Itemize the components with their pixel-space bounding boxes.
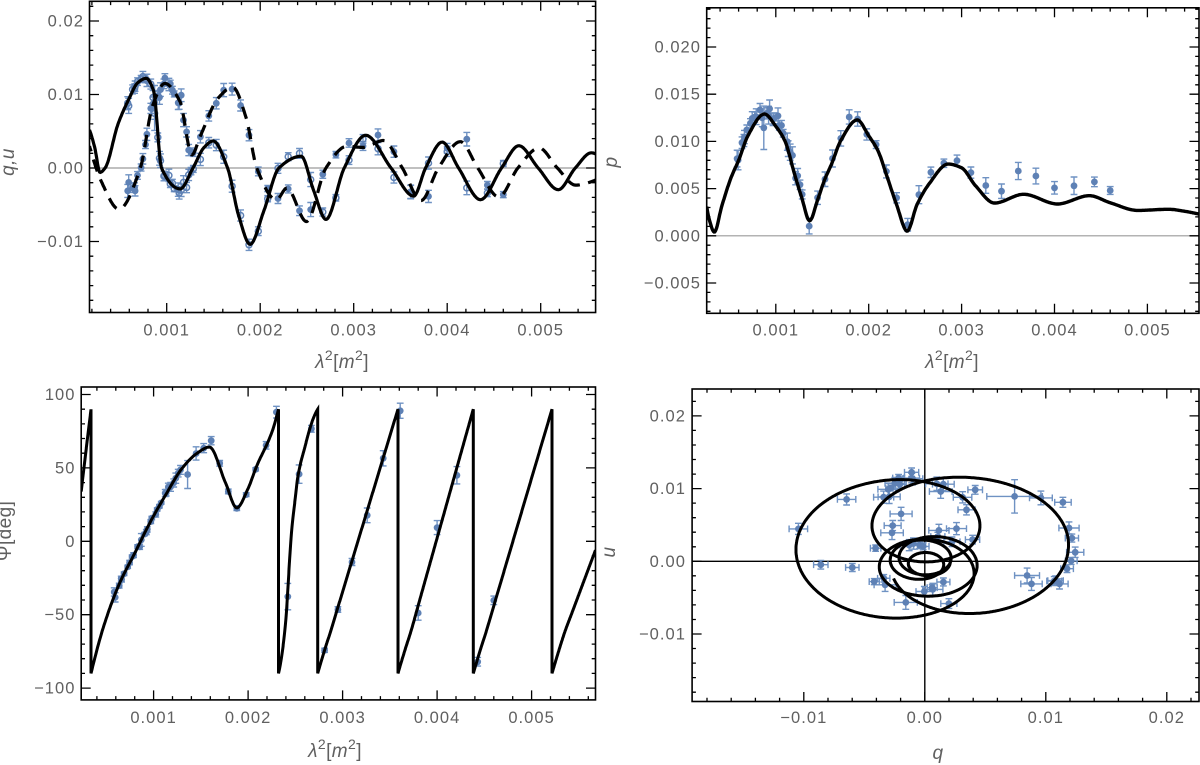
svg-text:0.001: 0.001 <box>753 322 800 340</box>
svg-text:0.02: 0.02 <box>48 13 84 31</box>
svg-text:0: 0 <box>65 533 75 551</box>
svg-text:0.01: 0.01 <box>650 480 686 498</box>
svg-text:q,u: q,u <box>0 148 19 176</box>
svg-text:−50: −50 <box>44 606 75 624</box>
svg-text:−0.01: −0.01 <box>639 626 686 644</box>
svg-text:−100: −100 <box>34 680 75 698</box>
svg-text:q: q <box>933 743 944 764</box>
svg-text:0.004: 0.004 <box>1031 322 1078 340</box>
svg-text:0.005: 0.005 <box>1124 322 1171 340</box>
svg-text:0.02: 0.02 <box>1149 709 1185 727</box>
svg-text:0.003: 0.003 <box>319 709 366 727</box>
svg-text:0.00: 0.00 <box>650 553 686 571</box>
svg-text:0.001: 0.001 <box>143 322 190 340</box>
svg-text:0.015: 0.015 <box>654 86 701 104</box>
svg-text:100: 100 <box>45 386 76 404</box>
svg-text:0.000: 0.000 <box>654 227 701 245</box>
svg-text:0.002: 0.002 <box>225 709 272 727</box>
svg-text:−0.01: −0.01 <box>780 709 827 727</box>
svg-text:0.001: 0.001 <box>130 709 177 727</box>
svg-text:0.005: 0.005 <box>654 180 701 198</box>
svg-text:0.002: 0.002 <box>845 322 892 340</box>
svg-text:0.01: 0.01 <box>1028 709 1064 727</box>
svg-text:Ψ[deg]: Ψ[deg] <box>0 501 16 562</box>
svg-text:0.005: 0.005 <box>517 322 564 340</box>
svg-text:0.02: 0.02 <box>650 407 686 425</box>
svg-text:λ2[m2]: λ2[m2] <box>307 736 362 762</box>
svg-text:0.003: 0.003 <box>330 322 377 340</box>
svg-text:−0.01: −0.01 <box>37 233 84 251</box>
svg-text:0.003: 0.003 <box>938 322 985 340</box>
svg-text:0.00: 0.00 <box>48 160 84 178</box>
svg-text:λ2[m2]: λ2[m2] <box>314 347 369 373</box>
svg-text:0.004: 0.004 <box>414 709 461 727</box>
svg-text:0.005: 0.005 <box>508 709 555 727</box>
svg-text:−0.005: −0.005 <box>644 275 701 293</box>
svg-text:u: u <box>599 546 620 557</box>
svg-text:p: p <box>601 157 622 169</box>
svg-text:0.01: 0.01 <box>48 86 84 104</box>
svg-text:0.020: 0.020 <box>654 39 701 57</box>
svg-text:0.004: 0.004 <box>424 322 471 340</box>
svg-text:50: 50 <box>55 459 75 477</box>
svg-text:0.010: 0.010 <box>654 133 701 151</box>
svg-text:λ2[m2]: λ2[m2] <box>924 347 979 373</box>
svg-text:0.00: 0.00 <box>907 709 943 727</box>
svg-text:0.002: 0.002 <box>237 322 284 340</box>
